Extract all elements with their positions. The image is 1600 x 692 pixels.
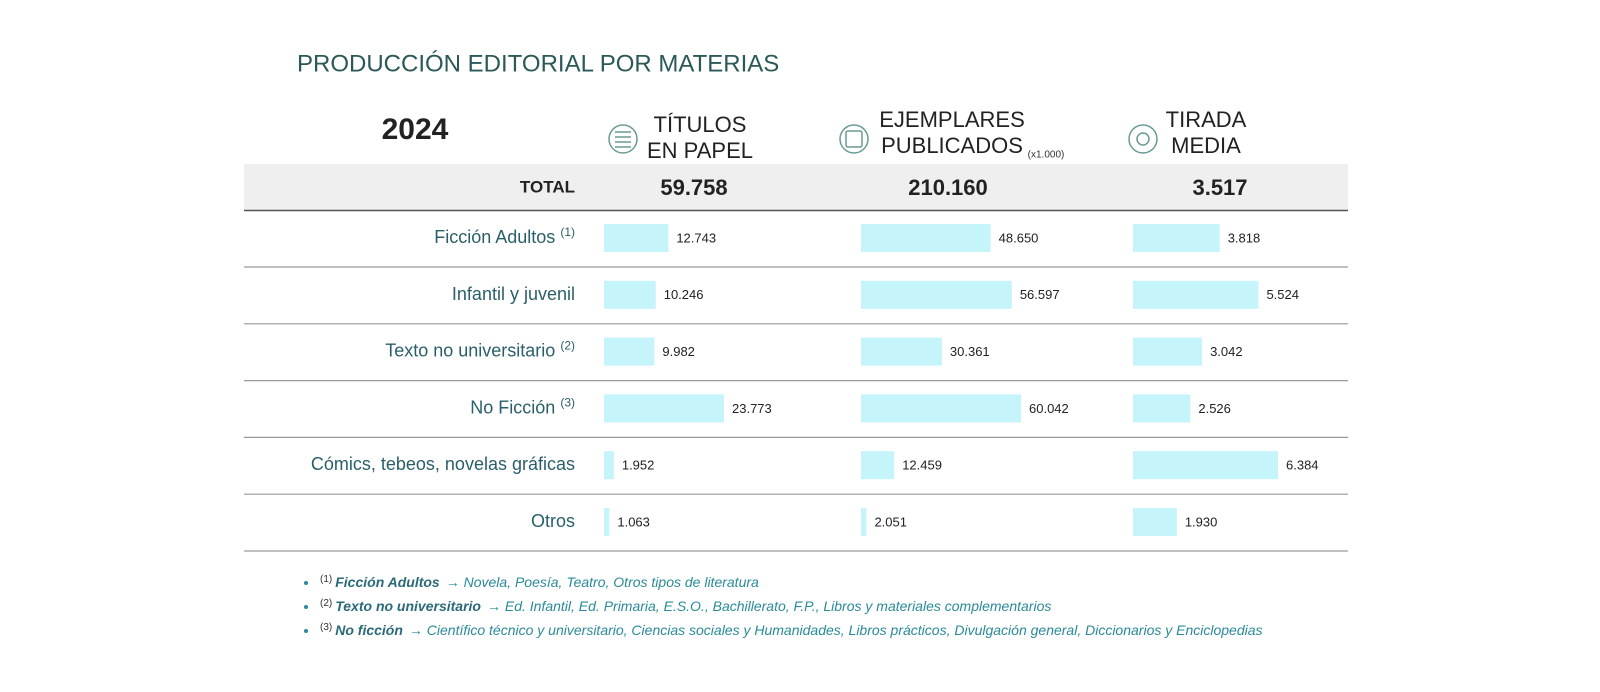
footnote-text: → Novela, Poesía, Teatro, Otros tipos de… (446, 574, 759, 590)
column-header: EN PAPEL (647, 138, 753, 163)
bar (604, 280, 656, 309)
row-label: No Ficción (3) (470, 396, 575, 418)
row-label-text: No Ficción (470, 397, 555, 417)
bar-value-label: 48.650 (999, 230, 1039, 245)
total-value: 210.160 (908, 175, 988, 200)
footnote-term: No ficción (335, 622, 403, 638)
footnote-term: Ficción Adultos (335, 574, 440, 590)
row-note: (1) (560, 225, 575, 239)
column-header: EJEMPLARES (879, 107, 1025, 132)
bar (861, 337, 942, 366)
row-label-text: Cómics, tebeos, novelas gráficas (311, 454, 575, 474)
total-label: TOTAL (520, 177, 575, 196)
bar-value-label: 1.930 (1185, 514, 1218, 529)
icon-titles (608, 124, 638, 154)
footnote-mark: (3) (320, 622, 332, 633)
bar-value-label: 23.773 (732, 401, 772, 416)
bar (1133, 394, 1191, 423)
row-label-text: Otros (531, 511, 575, 531)
row-label: Ficción Adultos (1) (434, 225, 575, 247)
bar-value-label: 3.818 (1228, 230, 1261, 245)
footnote-mark: (2) (320, 598, 332, 609)
bullet (304, 629, 308, 633)
bar (1133, 224, 1220, 252)
column-header: TIRADA (1166, 107, 1247, 132)
row-label-text: Infantil y juvenil (452, 284, 575, 304)
column-unit: (x1.000) (1028, 150, 1065, 161)
icon-lines (615, 131, 631, 148)
row-label: Otros (531, 511, 575, 531)
bar (604, 394, 724, 423)
bar-value-label: 2.526 (1198, 401, 1231, 416)
bar-value-label: 3.042 (1210, 344, 1243, 359)
total-value: 3.517 (1192, 175, 1247, 200)
icons (608, 124, 1158, 154)
bar (604, 451, 614, 480)
row-label-text: Ficción Adultos (434, 227, 555, 247)
bar (861, 451, 895, 480)
column-header: TÍTULOS (654, 112, 747, 137)
footnote-term: Texto no universitario (335, 598, 481, 614)
bar (604, 224, 669, 252)
bullet (304, 581, 308, 585)
title: PRODUCCIÓN EDITORIAL POR MATERIAS (297, 50, 779, 77)
year: 2024 (382, 113, 449, 146)
icon-book (845, 130, 863, 148)
bar-value-label: 2.051 (874, 514, 907, 529)
bar-value-label: 10.246 (664, 287, 704, 302)
bar-value-label: 56.597 (1020, 287, 1060, 302)
footnote-text: → Científico técnico y universitario, Ci… (409, 622, 1263, 638)
bar (1133, 508, 1177, 536)
bar-value-label: 12.459 (902, 458, 942, 473)
bar-value-label: 5.524 (1266, 287, 1299, 302)
bar-value-label: 30.361 (950, 344, 990, 359)
icon-disc (1136, 132, 1150, 146)
row-note: (3) (560, 396, 575, 410)
footnote-text: → Ed. Infantil, Ed. Primaria, E.S.O., Ba… (487, 598, 1051, 614)
row-label: Texto no universitario (2) (385, 339, 575, 361)
bar (1133, 451, 1278, 480)
bar (604, 337, 655, 366)
icon-copies (839, 124, 869, 154)
footnote: (3) No ficción → Científico técnico y univ… (320, 622, 1263, 638)
total-value: 59.758 (660, 175, 727, 200)
total-band (244, 164, 1348, 210)
footnote: (2) Texto no universitario → Ed. Infantil,… (320, 598, 1051, 614)
footnote-mark: (1) (320, 574, 332, 585)
bar (861, 394, 1021, 423)
bar (861, 508, 867, 536)
bar (1133, 280, 1259, 309)
icon-print (1128, 124, 1158, 154)
bar (604, 508, 610, 536)
bar (1133, 337, 1203, 366)
bar (861, 280, 1012, 309)
row-label: Infantil y juvenil (452, 284, 575, 304)
bar-value-label: 60.042 (1029, 401, 1069, 416)
bar-value-label: 6.384 (1286, 458, 1319, 473)
row-label-text: Texto no universitario (385, 340, 555, 360)
bar (861, 224, 991, 252)
column-header: MEDIA (1171, 133, 1241, 158)
footnote: (1) Ficción Adultos → Novela, Poesía, Teat… (320, 574, 759, 590)
bar-value-label: 1.063 (617, 514, 650, 529)
bullet (304, 605, 308, 609)
bar-value-label: 1.952 (622, 458, 655, 473)
row-note: (2) (560, 339, 575, 353)
bar-value-label: 9.982 (662, 344, 695, 359)
bar-value-label: 12.743 (676, 230, 716, 245)
row-label: Cómics, tebeos, novelas gráficas (311, 454, 575, 474)
column-header: PUBLICADOS (881, 133, 1023, 158)
